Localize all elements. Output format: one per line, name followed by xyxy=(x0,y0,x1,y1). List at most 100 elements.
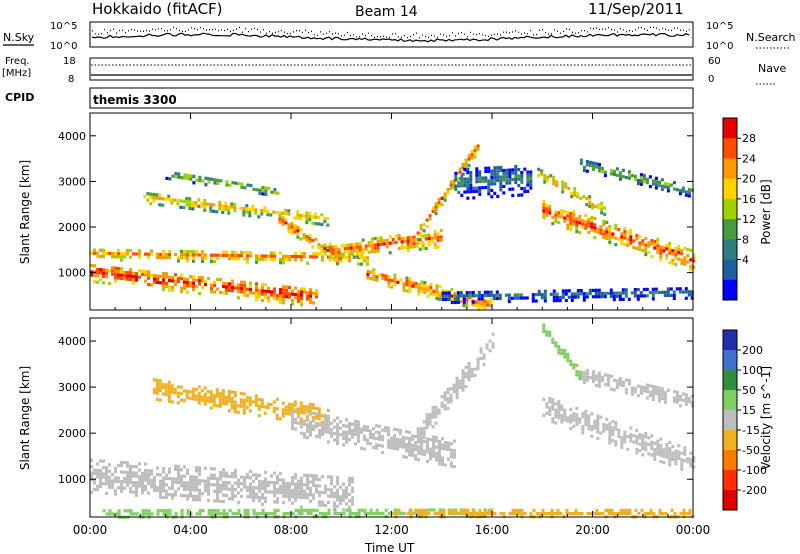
heatmap-cell xyxy=(108,281,111,286)
heatmap-cell xyxy=(288,488,291,492)
heatmap-cell xyxy=(411,281,415,285)
heatmap-cell xyxy=(599,431,603,435)
heatmap-cell xyxy=(671,258,675,262)
heatmap-cell xyxy=(484,166,488,170)
heatmap-cell xyxy=(153,488,156,492)
heatmap-cell xyxy=(563,210,567,214)
heatmap-cell xyxy=(507,293,511,297)
heatmap-cell xyxy=(690,404,694,408)
heatmap-cell xyxy=(460,193,464,197)
heatmap-cell xyxy=(656,449,660,453)
heatmap-cell xyxy=(294,473,297,477)
heatmap-cell xyxy=(321,258,324,262)
heatmap-cell xyxy=(261,192,265,196)
heatmap-cell xyxy=(305,214,309,218)
heatmap-cell xyxy=(309,474,312,478)
heatmap-cell xyxy=(626,231,630,235)
heatmap-cell xyxy=(575,416,579,420)
heatmap-cell xyxy=(620,436,624,440)
heatmap-cell xyxy=(306,423,309,427)
heatmap-cell xyxy=(609,172,613,176)
heatmap-cell xyxy=(264,496,267,500)
heatmap-cell xyxy=(517,193,521,197)
heatmap-cell xyxy=(438,508,442,512)
heatmap-cell xyxy=(427,512,431,516)
heatmap-cell xyxy=(629,228,633,232)
heatmap-cell xyxy=(636,288,640,292)
heatmap-cell xyxy=(692,456,696,460)
heatmap-cell xyxy=(138,478,141,482)
heatmap-cell xyxy=(372,277,376,281)
heatmap-cell xyxy=(653,451,657,455)
heatmap-cell xyxy=(129,268,132,272)
heatmap-cell xyxy=(376,243,380,247)
heatmap-cell xyxy=(132,464,135,469)
heatmap-cell xyxy=(90,458,93,462)
heatmap-cell xyxy=(213,290,216,294)
heatmap-cell xyxy=(635,237,639,241)
heatmap-cell xyxy=(569,224,573,228)
heatmap-cell xyxy=(302,214,306,218)
heatmap-cell xyxy=(572,219,576,223)
heatmap-cell xyxy=(165,252,168,257)
heatmap-cell xyxy=(108,463,111,467)
heatmap-cell xyxy=(615,385,619,389)
heatmap-cell xyxy=(570,195,574,199)
heatmap-cell xyxy=(426,459,429,463)
heatmap-cell xyxy=(230,406,234,410)
heatmap-cell xyxy=(552,175,556,179)
heatmap-cell xyxy=(624,288,628,292)
heatmap-cell xyxy=(366,438,369,442)
heatmap-cell xyxy=(201,509,205,513)
heatmap-cell xyxy=(459,299,463,304)
heatmap-cell xyxy=(482,353,486,357)
heatmap-cell xyxy=(566,217,570,221)
heatmap-cell xyxy=(320,420,324,424)
heatmap-cell xyxy=(176,391,180,395)
heatmap-cell xyxy=(560,404,564,408)
heatmap-cell xyxy=(469,170,473,175)
heatmap-cell xyxy=(222,512,226,516)
heatmap-cell xyxy=(543,289,547,293)
heatmap-cell xyxy=(218,391,222,395)
heatmap-cell xyxy=(198,488,201,492)
heatmap-cell xyxy=(480,302,484,306)
heatmap-cell xyxy=(478,189,482,193)
heatmap-cell xyxy=(578,215,582,219)
colorbar-swatch xyxy=(723,370,737,391)
heatmap-cell xyxy=(375,436,378,441)
heatmap-cell xyxy=(237,478,240,482)
heatmap-cell xyxy=(299,401,303,405)
heatmap-cell xyxy=(390,279,394,283)
heatmap-cell xyxy=(174,273,177,277)
heatmap-cell xyxy=(432,445,435,449)
heatmap-cell xyxy=(243,293,246,297)
heatmap-cell xyxy=(213,283,216,288)
heatmap-cell xyxy=(309,301,312,305)
heatmap-cell xyxy=(651,388,655,392)
heatmap-cell xyxy=(430,239,434,243)
heatmap-cell xyxy=(225,484,228,488)
heatmap-cell xyxy=(650,255,654,259)
heatmap-cell xyxy=(624,391,628,395)
heatmap-cell xyxy=(588,204,592,208)
heatmap-cell xyxy=(141,509,145,513)
heatmap-cell xyxy=(168,252,171,257)
heatmap-cell xyxy=(333,438,336,442)
freq-panel-frame xyxy=(89,57,694,81)
heatmap-cell xyxy=(219,253,222,257)
heatmap-cell xyxy=(216,483,219,487)
heatmap-cell xyxy=(258,473,261,477)
heatmap-cell xyxy=(623,230,627,234)
heatmap-cell xyxy=(446,191,450,195)
heatmap-cell xyxy=(183,277,186,281)
heatmap-cell xyxy=(191,200,195,204)
heatmap-cell xyxy=(233,403,237,407)
heatmap-cell xyxy=(458,382,462,386)
heatmap-cell xyxy=(391,238,395,242)
heatmap-cell xyxy=(315,288,318,293)
heatmap-cell xyxy=(150,252,153,256)
heatmap-cell xyxy=(273,500,276,504)
heatmap-cell xyxy=(327,494,330,498)
heatmap-cell xyxy=(447,291,451,295)
